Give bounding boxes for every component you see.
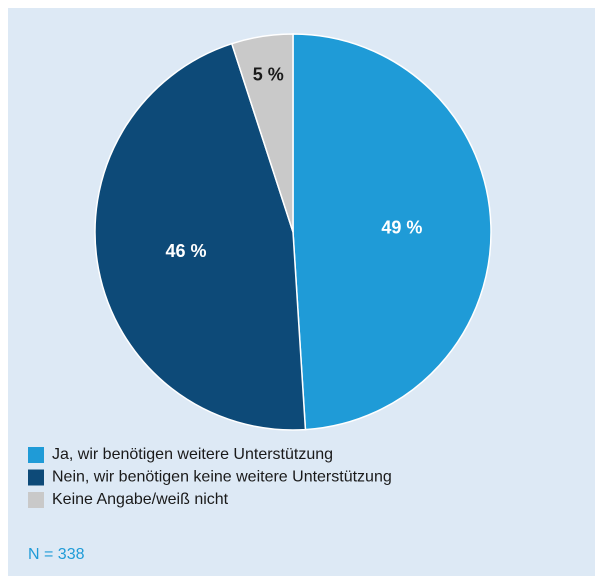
legend-swatch bbox=[28, 469, 44, 486]
legend-swatch bbox=[28, 447, 44, 463]
data-label: 46 % bbox=[166, 241, 207, 261]
pie-slice bbox=[230, 33, 294, 233]
legend-label: Keine Angabe/weiß nicht bbox=[52, 491, 229, 508]
annotation: N = 338 bbox=[28, 546, 85, 563]
data-label: 5 % bbox=[253, 64, 284, 84]
pie-slice bbox=[94, 42, 307, 431]
legend-label: Nein, wir benötigen keine weitere Unters… bbox=[52, 469, 392, 486]
legend-label: Ja, wir benötigen weitere Unterstützung bbox=[52, 446, 333, 463]
pie-slice bbox=[292, 33, 492, 431]
data-label: 49 % bbox=[381, 217, 422, 237]
legend-swatch bbox=[28, 492, 44, 508]
